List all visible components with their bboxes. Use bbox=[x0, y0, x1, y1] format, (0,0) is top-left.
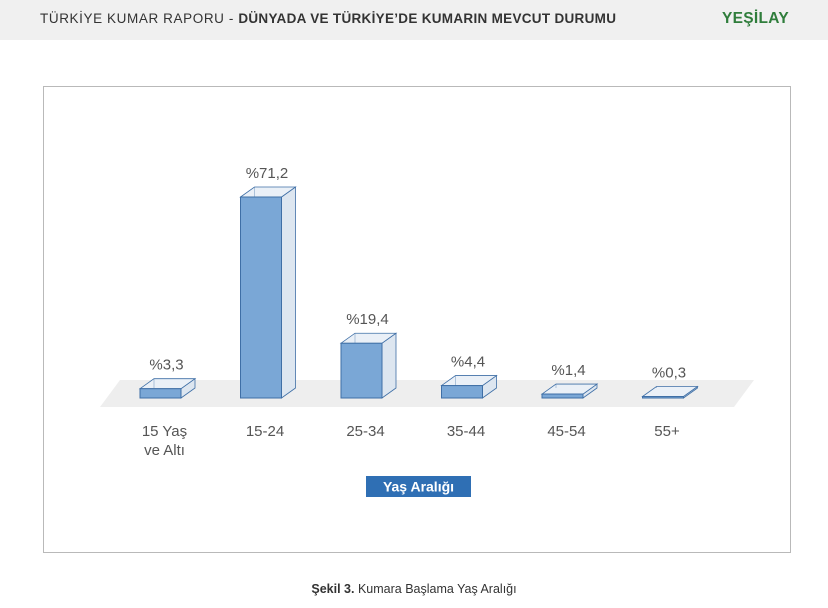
bar bbox=[642, 396, 684, 399]
x-tick-label: 45-54 bbox=[547, 423, 585, 440]
x-tick-label: 15-24 bbox=[246, 423, 284, 440]
yesilay-logo: YEŞİLAY bbox=[700, 6, 800, 34]
x-tick-label: 55+ bbox=[654, 423, 680, 440]
crescent-icon bbox=[706, 10, 716, 30]
x-axis-label-bg bbox=[366, 476, 471, 497]
report-title: TÜRKİYE KUMAR RAPORU - DÜNYADA VE TÜRKİY… bbox=[40, 11, 616, 26]
bar-value-label: %4,4 bbox=[451, 354, 485, 371]
report-title-series: TÜRKİYE KUMAR RAPORU - bbox=[40, 11, 239, 26]
figure-frame: %3,3 15 Yaş ve Altı %71,2 15-24 %19,4 25-34 %4,… bbox=[43, 86, 791, 553]
caption-label: Şekil 3. bbox=[311, 582, 355, 596]
x-axis-label: Yaş Aralığı bbox=[383, 479, 454, 495]
bar-value-label: %19,4 bbox=[346, 311, 389, 328]
bar bbox=[441, 385, 483, 399]
bar-value-label: %3,3 bbox=[149, 357, 183, 374]
x-tick-label: 15 Yaş bbox=[142, 423, 187, 440]
x-tick-label: ve Altı bbox=[144, 442, 185, 459]
logo-text: YEŞİLAY bbox=[722, 10, 789, 27]
x-tick-label: 35-44 bbox=[447, 423, 485, 440]
page-header: TÜRKİYE KUMAR RAPORU - DÜNYADA VE TÜRKİY… bbox=[0, 0, 828, 40]
bar bbox=[240, 196, 282, 399]
bar-value-label: %0,3 bbox=[652, 365, 686, 382]
bar-value-label: %1,4 bbox=[551, 362, 585, 379]
report-title-section: DÜNYADA VE TÜRKİYE’DE KUMARIN MEVCUT DUR… bbox=[238, 11, 617, 26]
figure-caption: Şekil 3. Kumara Başlama Yaş Aralığı bbox=[0, 582, 828, 596]
caption-text: Kumara Başlama Yaş Aralığı bbox=[354, 582, 517, 596]
bar-value-label: %71,2 bbox=[246, 165, 289, 182]
x-tick-label: 25-34 bbox=[346, 423, 384, 440]
bar bbox=[340, 342, 383, 399]
bar-side bbox=[381, 332, 397, 399]
bar bbox=[541, 393, 584, 399]
bar-side bbox=[281, 186, 296, 399]
bar-chart: %3,3 15 Yaş ve Altı %71,2 15-24 %19,4 25-34 %4,… bbox=[100, 165, 754, 497]
bar bbox=[139, 388, 182, 399]
